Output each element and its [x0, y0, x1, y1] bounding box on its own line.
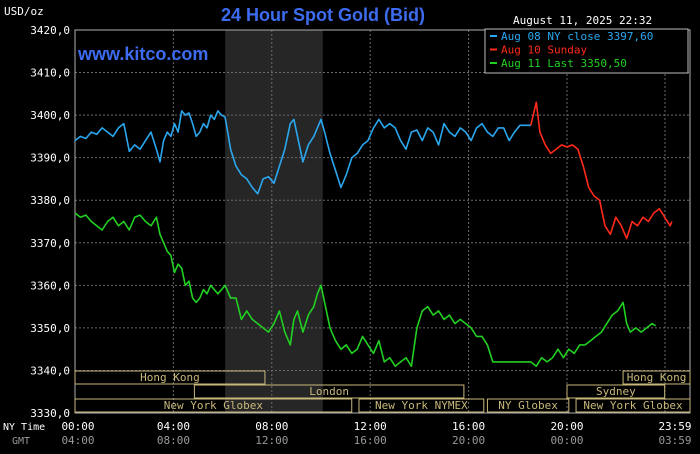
- market-box: [193, 384, 465, 399]
- market-label: Sydney: [596, 385, 636, 398]
- series-line-2: [74, 212, 657, 368]
- market-box: [74, 370, 266, 385]
- x-tick-gmt: 20:00: [452, 434, 485, 447]
- y-tick-label: 3390,0: [30, 152, 70, 165]
- y-tick-label: 3350,0: [30, 322, 70, 335]
- unit-label: USD/oz: [4, 5, 44, 18]
- gmt-label: GMT: [12, 436, 30, 447]
- brand-label: www.kitco.com: [77, 44, 208, 64]
- chart-title: 24 Hour Spot Gold (Bid): [221, 5, 425, 25]
- x-tick-ny: 23:59: [658, 420, 691, 433]
- x-tick-gmt: 03:59: [658, 434, 691, 447]
- y-axis-ticks: 3330,0 3340,0 3350,0 3360,0 3370,0 3380,0 3390…: [30, 24, 70, 420]
- market-box: [358, 398, 485, 413]
- y-tick-label: 3330,0: [30, 407, 70, 420]
- market-box: [566, 384, 666, 399]
- shaded-session-band: [225, 30, 323, 413]
- series-line-1: [530, 101, 673, 240]
- x-tick-ny: 20:00: [550, 420, 583, 433]
- legend-label-1: Aug 10 Sunday: [501, 44, 587, 57]
- x-tick-ny: 12:00: [354, 420, 387, 433]
- y-tick-label: 3370,0: [30, 237, 70, 250]
- x-tick-gmt: 12:00: [255, 434, 288, 447]
- series-line-0: [74, 110, 531, 195]
- market-box: [486, 398, 570, 413]
- x-tick-ny: 04:00: [157, 420, 190, 433]
- x-tick-gmt: 16:00: [354, 434, 387, 447]
- x-tick-gmt: 04:00: [61, 434, 94, 447]
- market-label: New York NYMEX: [375, 399, 468, 412]
- market-box: [622, 370, 691, 385]
- x-tick-ny: 08:00: [255, 420, 288, 433]
- y-tick-label: 3360,0: [30, 279, 70, 292]
- x-tick-ny: 00:00: [61, 420, 94, 433]
- x-tick-gmt: 08:00: [157, 434, 190, 447]
- y-tick-label: 3400,0: [30, 109, 70, 122]
- market-box: [575, 398, 691, 413]
- market-label: New York Globex: [583, 399, 683, 412]
- y-tick-label: 3380,0: [30, 194, 70, 207]
- market-label: London: [309, 385, 349, 398]
- market-label: Hong Kong: [627, 371, 687, 384]
- ny-time-label: NY Time: [3, 422, 45, 433]
- series-lines: [74, 101, 673, 368]
- timestamp: August 11, 2025 22:32: [513, 14, 652, 27]
- market-label: Hong Kong: [140, 371, 200, 384]
- y-tick-label: 3410,0: [30, 67, 70, 80]
- y-tick-label: 3420,0: [30, 24, 70, 37]
- market-box: [74, 398, 353, 413]
- market-label: New York Globex: [164, 399, 264, 412]
- legend-box: [484, 28, 689, 74]
- x-tick-ny: 16:00: [452, 420, 485, 433]
- x-axis-ticks: NY Time GMT 00:0004:0004:0008:0008:0012:…: [3, 420, 692, 447]
- x-tick-gmt: 00:00: [550, 434, 583, 447]
- y-tick-label: 3340,0: [30, 364, 70, 377]
- plot-frame: [74, 29, 691, 414]
- market-label: NY Globex: [498, 399, 558, 412]
- legend-label-0: Aug 08 NY close 3397,60: [501, 30, 653, 43]
- legend-label-2: Aug 11 Last 3350,50: [501, 57, 627, 70]
